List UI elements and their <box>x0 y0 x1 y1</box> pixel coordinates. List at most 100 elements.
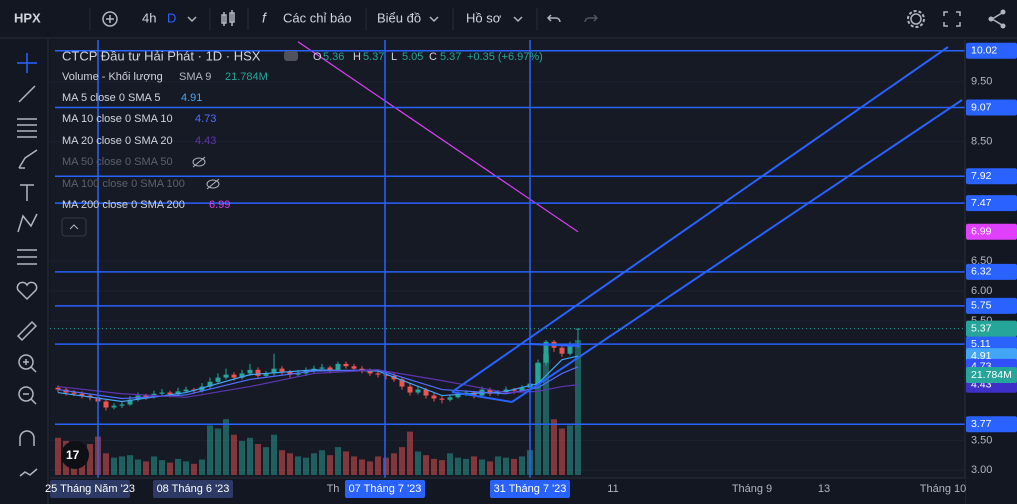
chart-type[interactable]: D <box>167 10 176 25</box>
candle-icon[interactable] <box>221 10 235 26</box>
volume-bar <box>383 457 389 475</box>
channel-line <box>451 391 513 403</box>
price-badge-label: 5.11 <box>971 338 991 350</box>
chevron[interactable] <box>429 16 439 23</box>
volume-bar <box>551 419 557 475</box>
add-symbol-icon[interactable] <box>102 11 118 27</box>
legend-title: CTCP Đầu tư Hải Phát · 1D · HSX <box>62 48 261 63</box>
candle-body <box>239 373 245 378</box>
volume-bar <box>207 425 213 475</box>
trend-tool[interactable] <box>18 85 36 103</box>
left-toolbar <box>0 39 48 504</box>
share-dot <box>988 16 994 22</box>
ruler-tool[interactable] <box>16 320 38 342</box>
settings[interactable] <box>910 13 922 25</box>
zoom-in[interactable] <box>18 354 34 370</box>
volume-bar <box>399 447 405 475</box>
forecast-tool[interactable] <box>17 249 37 265</box>
candle-body <box>295 373 301 375</box>
chevron[interactable] <box>513 16 523 23</box>
collapse-legend <box>61 217 87 237</box>
volume-bar <box>215 428 221 475</box>
volume-bar <box>391 453 397 475</box>
x-label-box <box>153 480 233 498</box>
profile[interactable]: Hồ sơ <box>466 10 502 25</box>
volume-bar <box>351 456 357 475</box>
volume-bar <box>455 457 461 475</box>
volume-bar <box>223 419 229 475</box>
price-badge <box>966 99 1017 116</box>
volume-bar <box>143 461 149 475</box>
favorite-tool[interactable] <box>16 281 38 301</box>
volume-bar <box>111 457 117 475</box>
volume-bar <box>407 431 413 475</box>
volume-bar <box>503 457 509 475</box>
x-label-box <box>490 480 570 498</box>
fx-icon[interactable]: f <box>262 10 268 26</box>
volume-bar <box>439 460 445 475</box>
candle-body <box>335 363 341 370</box>
candle-body <box>263 373 269 376</box>
x-tick-label: 11 <box>607 483 618 495</box>
candle-body <box>351 366 357 369</box>
candle-body <box>255 369 261 376</box>
volume-bar <box>183 461 189 475</box>
channel-line <box>451 46 949 393</box>
fib-tool[interactable] <box>17 118 37 138</box>
volume-bar <box>87 444 93 475</box>
price-badge <box>966 223 1017 240</box>
volume-bar <box>175 458 181 475</box>
magnet-tool[interactable] <box>19 430 35 446</box>
candle-body <box>231 374 237 378</box>
price-badge <box>966 42 1017 59</box>
candle-body <box>71 392 77 394</box>
volume-bar <box>239 440 245 475</box>
legend-ma-hidden: MA 100 close 0 SMA 100 <box>62 178 185 190</box>
candle-body <box>415 389 421 393</box>
volume-bar <box>319 450 325 475</box>
share-dot <box>1000 23 1006 29</box>
price-badge-label: 6.32 <box>971 266 992 278</box>
volume-bar <box>511 458 517 475</box>
price-badge <box>966 367 1017 383</box>
candle-body <box>375 373 381 375</box>
text-tool[interactable] <box>20 184 34 201</box>
volume-bar <box>295 456 301 475</box>
volume-bar <box>119 456 125 475</box>
candle-body <box>383 374 389 376</box>
price-badge <box>966 320 1017 337</box>
zoom-out[interactable] <box>18 386 34 402</box>
volume-bar <box>199 459 205 475</box>
fullscreen[interactable] <box>943 11 961 27</box>
candle-body <box>439 398 445 400</box>
legend-ma-value: 4.43 <box>195 135 216 147</box>
volume-bar <box>375 456 381 475</box>
legend-volume: Volume - Khối lượng <box>62 71 163 83</box>
undo[interactable] <box>546 14 561 23</box>
ohlc-letter: O <box>313 51 322 63</box>
x-tick-label: 25 Tháng Năm '23 <box>45 483 135 495</box>
channel-line <box>511 99 963 403</box>
candle-body <box>223 374 229 378</box>
price-badge-label: 5.37 <box>971 322 992 334</box>
indicators[interactable]: Các chỉ báo <box>283 10 352 25</box>
lock-tool[interactable] <box>19 468 38 477</box>
share[interactable] <box>991 12 1003 26</box>
candle-body <box>79 393 85 396</box>
price-badge-label: 10.02 <box>971 45 997 57</box>
layout[interactable]: Biểu đồ <box>377 10 421 25</box>
crosshair-tool[interactable] <box>17 53 37 73</box>
chart-pane <box>50 40 965 478</box>
candle-body <box>127 399 133 405</box>
interval[interactable]: 4h <box>142 10 156 25</box>
volume-bar <box>311 453 317 475</box>
volume-bar <box>287 453 293 475</box>
price-badge <box>966 263 1017 280</box>
candle-body <box>463 392 469 394</box>
chevron[interactable] <box>187 16 197 23</box>
symbol[interactable]: HPX <box>14 10 41 25</box>
brush-tool[interactable] <box>18 149 38 169</box>
change: +0.35 (+6.97%) <box>467 51 543 63</box>
pattern-tool[interactable] <box>17 213 38 233</box>
redo[interactable] <box>584 14 599 23</box>
